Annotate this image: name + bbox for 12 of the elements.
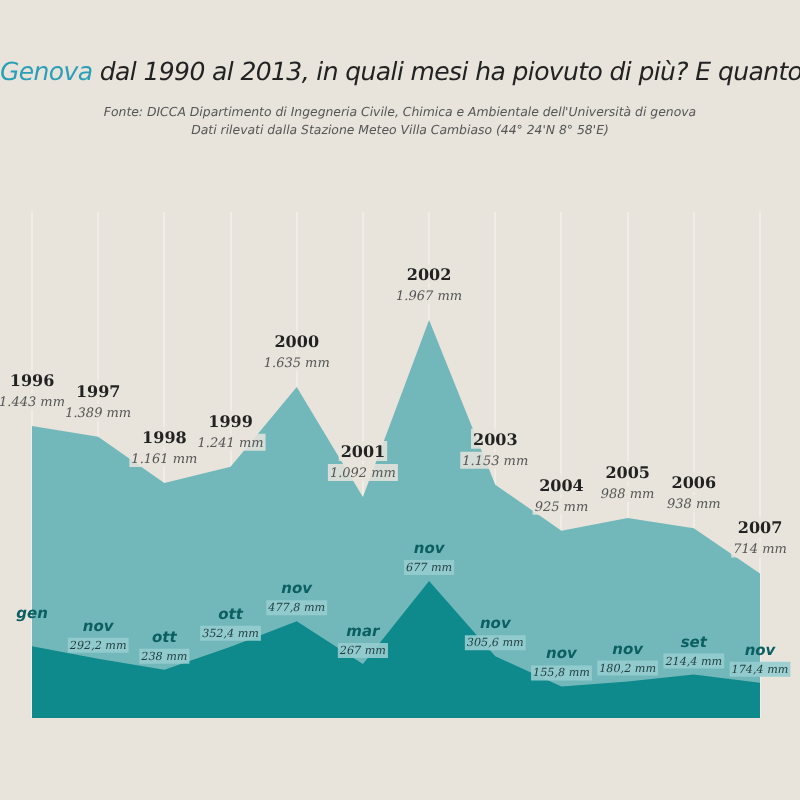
x-tick-label: 1999 [208, 410, 254, 431]
x-tick-label: 2002 [406, 263, 452, 284]
x-tick-label: 1996 [9, 369, 56, 390]
x-tick-label: 2005 [605, 462, 650, 483]
x-tick-label: 2006 [671, 472, 717, 493]
x-tick-label: 2003 [473, 428, 519, 449]
x-tick-label: 2007 [737, 517, 783, 538]
x-tick-label: 2001 [340, 440, 386, 461]
x-tick-label: 2004 [539, 474, 585, 495]
x-tick-label: 2000 [274, 331, 320, 352]
x-tick-label: 1997 [75, 380, 121, 401]
x-tick-label: 1998 [142, 427, 188, 448]
